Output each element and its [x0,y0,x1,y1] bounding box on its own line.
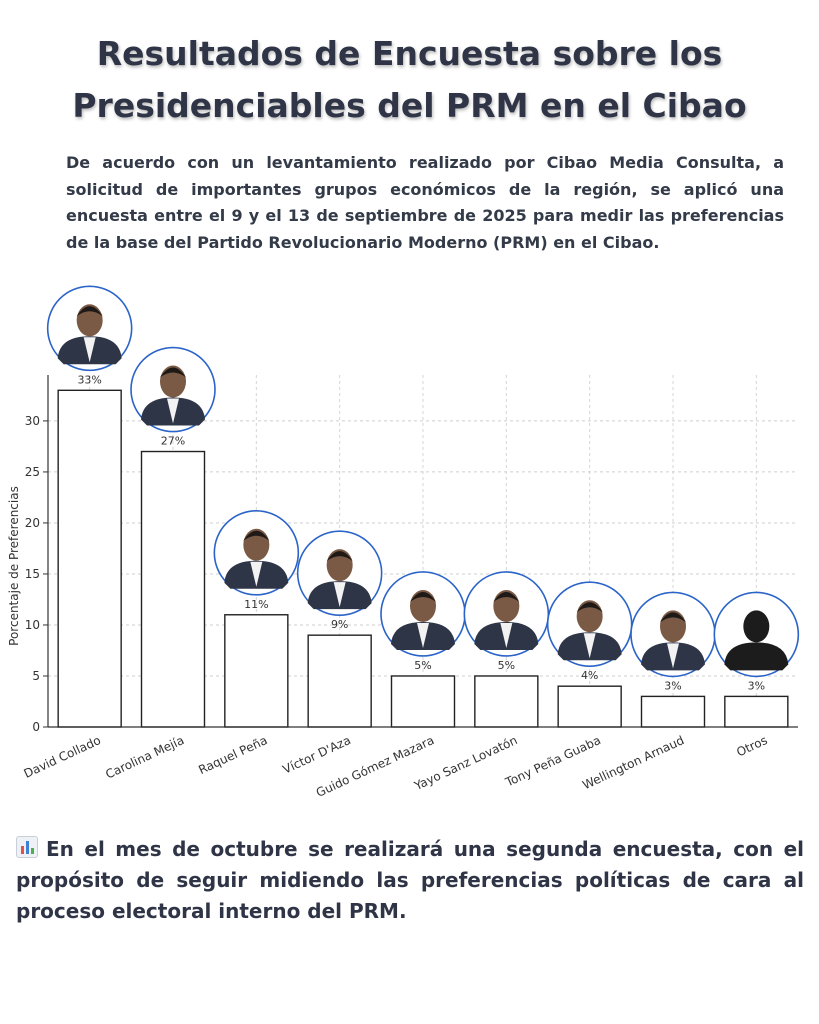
bar-7 [640,695,706,728]
data-label-8: 3% [748,679,765,692]
hair-shape [243,530,270,541]
category-label-2: Raquel Peña [196,733,269,777]
data-label-7: 3% [664,679,681,692]
bar-8 [724,695,789,728]
data-label-6: 4% [581,669,598,682]
bar-6 [557,685,622,728]
category-label-3: Víctor D'Aza [281,733,353,777]
candidate-avatar-3 [296,530,383,616]
candidate-avatar-8 [713,591,800,678]
shirt-collar [500,622,513,648]
y-tick-label: 5 [32,669,40,683]
hair-shape [326,551,353,562]
bar-3 [307,634,372,728]
y-tick-label: 0 [32,720,40,734]
candidate-avatar-6 [546,581,633,667]
bar-5 [474,675,539,728]
y-axis-label: Porcentaje de Preferencias [7,486,21,646]
bar-4 [390,675,456,728]
data-label-5: 5% [498,659,515,672]
data-label-2: 11% [244,598,268,611]
category-label-1: Carolina Mejía [103,733,186,782]
data-label-0: 33% [77,373,101,386]
bar-1 [140,450,206,728]
shirt-collar [333,582,346,608]
bar-0 [57,389,122,728]
candidate-avatar-2 [213,509,300,596]
y-tick-label: 20 [25,516,40,530]
footer-note: En el mes de octubre se realizará una se… [16,834,804,927]
shirt-collar [417,622,429,648]
bar-chart: Porcentaje de Preferencias 051015202530 … [7,285,800,800]
bar-chart-icon [16,836,38,858]
page-title: Resultados de Encuesta sobre los Preside… [20,28,799,132]
candidate-avatar-4 [380,571,466,657]
hair-shape [576,602,603,613]
data-label-3: 9% [331,618,348,631]
title-line-1: Resultados de Encuesta sobre los [96,34,723,73]
category-label-0: David Collado [22,733,103,781]
candidate-avatar-7 [630,591,716,678]
shirt-collar [167,398,179,424]
title-line-2: Presidenciables del PRM en el Cibao [72,86,747,125]
person-silhouette-icon [724,642,789,671]
hair-shape [493,591,520,602]
candidate-avatar-5 [463,571,550,657]
shirt-collar [667,643,679,669]
y-tick-label: 10 [25,618,40,632]
hair-shape [660,612,686,623]
shirt-collar [583,633,596,659]
y-tick-label: 30 [25,414,40,428]
category-label-8: Otros [734,733,769,759]
head-shape [743,610,770,643]
shirt-collar [250,561,263,587]
candidate-avatar-1 [130,346,216,433]
shirt-collar [83,337,96,363]
hair-shape [160,367,186,378]
data-label-4: 5% [414,659,431,672]
candidate-avatar-0 [46,285,133,372]
y-tick-label: 25 [25,465,40,479]
hair-shape [410,591,436,602]
intro-paragraph: De acuerdo con un levantamiento realizad… [66,153,784,252]
bar-2 [224,614,289,728]
data-label-1: 27% [161,435,185,448]
footer-text: En el mes de octubre se realizará una se… [16,837,804,923]
hair-shape [76,306,103,317]
y-tick-label: 15 [25,567,40,581]
